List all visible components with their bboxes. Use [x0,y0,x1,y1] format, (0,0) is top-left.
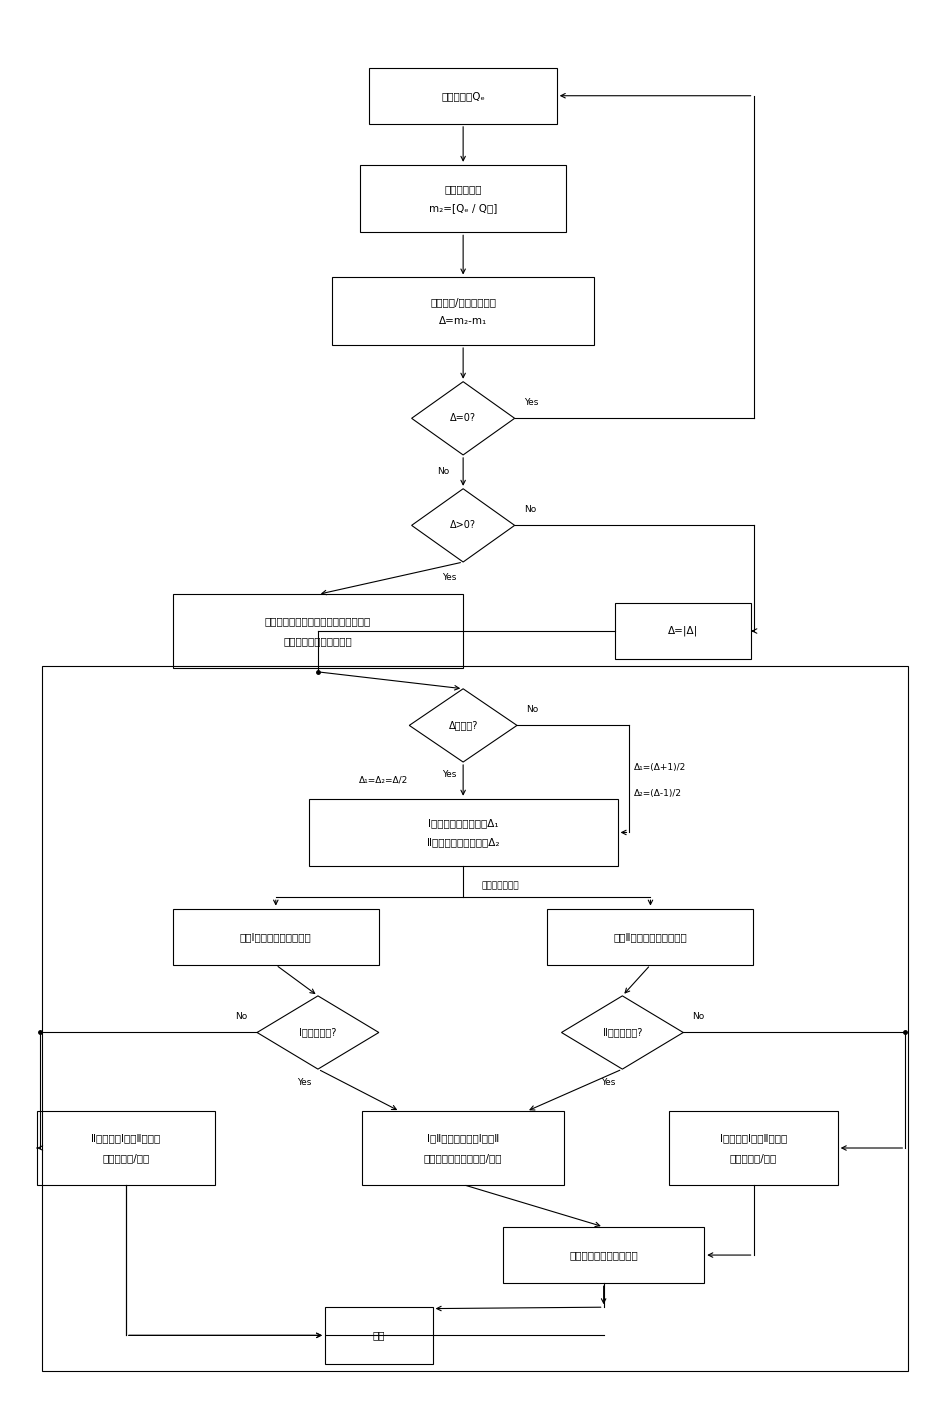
Bar [615,602,750,659]
Text: No: No [524,504,535,514]
Text: 组电动机分组逐个启动/关闭: 组电动机分组逐个启动/关闭 [424,1153,502,1163]
Text: No: No [235,1012,247,1022]
Text: Δ>0?: Δ>0? [449,520,476,530]
Text: Ⅰ组待增加水泵台数：Δ₁: Ⅰ组待增加水泵台数：Δ₁ [428,818,497,828]
Text: 所需水泵台数: 所需水泵台数 [444,184,481,194]
Bar [173,594,463,667]
Bar [547,908,752,965]
Bar [360,164,565,232]
Text: Ⅰ变频器正常?: Ⅰ变频器正常? [299,1027,336,1037]
Text: Ⅱ组待增加水泵台数：Δ₂: Ⅱ组待增加水泵台数：Δ₂ [427,837,498,847]
Text: No: No [526,706,538,714]
Bar [668,1111,837,1185]
Bar [309,799,617,866]
Bar [173,908,379,965]
Bar [331,278,594,346]
Text: Ⅱ变频器对Ⅰ组、Ⅱ组电动: Ⅱ变频器对Ⅰ组、Ⅱ组电动 [92,1132,160,1142]
Polygon shape [561,996,683,1068]
Text: Ⅰ、Ⅱ变频器同时对Ⅰ组、Ⅱ: Ⅰ、Ⅱ变频器同时对Ⅰ组、Ⅱ [427,1132,498,1142]
Text: Δ=|Δ|: Δ=|Δ| [667,626,698,636]
Text: Δ₁=(Δ+1)/2: Δ₁=(Δ+1)/2 [633,764,685,772]
Polygon shape [412,489,514,563]
Text: 确定Ⅱ组待启动电动机编号: 确定Ⅱ组待启动电动机编号 [613,932,686,942]
Text: Yes: Yes [600,1077,615,1087]
Polygon shape [409,689,516,762]
Bar [325,1308,432,1363]
Text: 计算增加/减少水泵台数: 计算增加/减少水泵台数 [430,296,496,307]
Text: Δ为偶数?: Δ为偶数? [448,720,478,730]
Text: 工作变频器将调速泵的转速调至额定转: 工作变频器将调速泵的转速调至额定转 [264,616,371,626]
Text: No: No [436,468,448,476]
Text: 机逐个启动/关闭: 机逐个启动/关闭 [729,1153,776,1163]
Text: 转至变速泵调速运行过程: 转至变速泵调速运行过程 [568,1250,637,1260]
Text: Δ=m₂-m₁: Δ=m₂-m₁ [439,316,487,326]
Bar [362,1111,564,1185]
Text: Yes: Yes [442,771,456,779]
Polygon shape [257,996,379,1068]
Text: 机逐个启动/关闭: 机逐个启动/关闭 [102,1153,149,1163]
Text: 用户用水量Qₑ: 用户用水量Qₑ [441,91,484,101]
Bar [42,666,907,1370]
Text: 返回: 返回 [372,1331,384,1340]
Text: 确定Ⅰ组待启动电动机编号: 确定Ⅰ组待启动电动机编号 [240,932,312,942]
Text: Δ₁=Δ₂=Δ/2: Δ₁=Δ₂=Δ/2 [359,777,408,785]
Text: Yes: Yes [524,398,538,407]
Text: m₂=[Qₑ / Q额]: m₂=[Qₑ / Q额] [429,203,497,213]
Text: Ⅱ变频器正常?: Ⅱ变频器正常? [602,1027,641,1037]
Text: Yes: Yes [296,1077,311,1087]
Bar [502,1227,703,1284]
Text: 速，调速泵转化为定速泵: 速，调速泵转化为定速泵 [283,636,352,646]
Text: Ⅰ变频器对Ⅰ组、Ⅱ组电动: Ⅰ变频器对Ⅰ组、Ⅱ组电动 [719,1132,786,1142]
Text: Δ₂=(Δ-1)/2: Δ₂=(Δ-1)/2 [633,788,682,798]
Text: Δ=0?: Δ=0? [449,414,476,424]
Polygon shape [412,381,514,455]
Text: Yes: Yes [442,574,456,582]
Text: 根据各组优先级: 根据各组优先级 [481,881,519,890]
Text: No: No [692,1012,704,1022]
Bar [37,1111,214,1185]
Bar [369,68,556,123]
